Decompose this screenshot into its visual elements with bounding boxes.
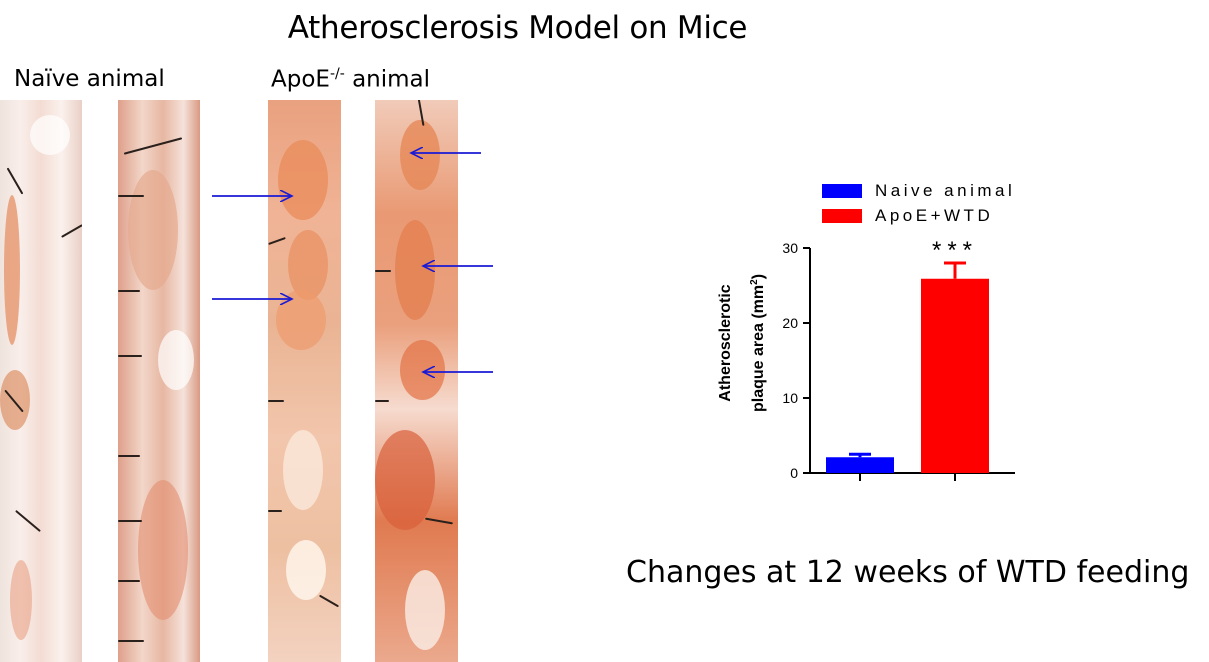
legend-label-naive: Naive animal — [875, 180, 1016, 200]
y-tick-label-2: 20 — [782, 315, 798, 331]
footer-caption: Changes at 12 weeks of WTD feeding — [626, 555, 1190, 590]
bar-0 — [826, 457, 894, 473]
y-tick-label-1: 10 — [782, 390, 798, 406]
legend-item-naive: Naive animal — [822, 178, 1015, 203]
y-tick-label-0: 0 — [790, 465, 798, 481]
legend-swatch-apoe — [822, 208, 862, 223]
y-axis-label-line2-sup: 2 — [748, 278, 760, 285]
apoe-label-suffix: animal — [344, 66, 431, 93]
legend-label-apoe: ApoE+WTD — [875, 205, 994, 225]
y-axis-label-line1: Atherosclerotic — [716, 283, 734, 402]
legend-item-apoe: ApoE+WTD — [822, 203, 1015, 228]
apoe-label-prefix: ApoE — [271, 66, 330, 93]
page-title: Atherosclerosis Model on Mice — [287, 10, 748, 46]
apoe-aorta-image-1 — [268, 100, 341, 662]
naive-animal-label: Naïve animal — [14, 66, 165, 92]
naive-aorta-image-1 — [0, 100, 82, 662]
chart-legend: Naive animal ApoE+WTD — [822, 178, 1015, 228]
plaque-area-bar-chart: 0 10 20 30 *** — [782, 237, 1015, 481]
apoe-aorta-image-2 — [375, 100, 458, 662]
y-tick-label-3: 30 — [782, 240, 798, 256]
significance-label-1: *** — [932, 237, 978, 264]
legend-swatch-naive — [822, 183, 862, 198]
apoe-animal-label: ApoE-/- animal — [271, 66, 430, 93]
bar-1 — [921, 278, 989, 473]
apoe-label-sup: -/- — [329, 66, 345, 82]
naive-aorta-image-2 — [118, 100, 200, 662]
